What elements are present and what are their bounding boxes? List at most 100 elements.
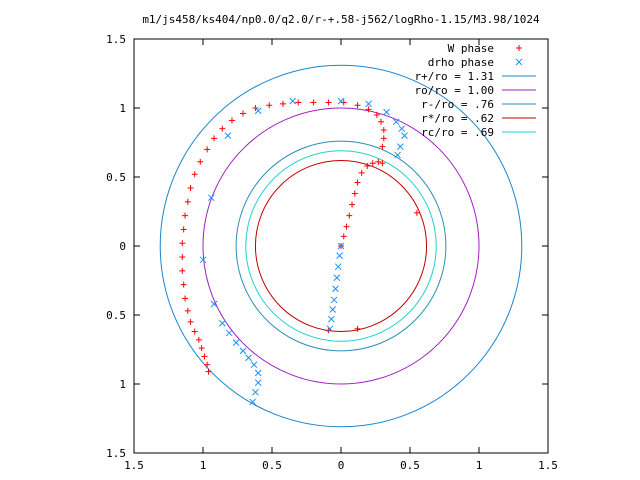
legend-label: ro/ro = 1.00 (415, 84, 494, 97)
circle-5 (245, 150, 437, 342)
chart-title: m1/js458/ks404/np0.0/q2.0/r-+.58-j562/lo… (142, 13, 540, 26)
series-2-point-15 (254, 107, 262, 115)
series-1-point-42 (375, 158, 382, 165)
series-2-point-9 (225, 329, 233, 337)
series-1-point-21 (211, 135, 218, 142)
series-2-point-31 (329, 306, 337, 313)
series-1-point-29 (310, 99, 317, 106)
series-2-point-24 (394, 151, 401, 159)
series-1-point-40 (354, 325, 361, 332)
series-2-point-6 (245, 354, 252, 362)
series-1-point-32 (354, 102, 361, 109)
x-tick-label: 1.5 (124, 459, 144, 472)
series-1-point-2 (204, 361, 211, 368)
series-2-point-12 (199, 256, 207, 264)
series-2-point-7 (239, 347, 247, 355)
x-tick-label: 0.5 (262, 459, 282, 472)
series-1-point-38 (379, 143, 386, 150)
series-2-point-22 (401, 132, 408, 139)
series-1-point-50 (354, 179, 361, 186)
series-1-point-24 (240, 110, 247, 117)
series-1-point-14 (180, 226, 187, 233)
y-tick-label: 1.5 (106, 33, 126, 46)
series-1-point-7 (187, 318, 194, 325)
series-1-point-12 (179, 254, 186, 261)
series-1-point-19 (197, 158, 204, 165)
series-2-point-29 (332, 285, 339, 293)
series-1-point-28 (295, 99, 302, 106)
series-1-point-9 (182, 295, 189, 302)
series-1-point-16 (184, 198, 191, 205)
series-1-point-1 (205, 368, 212, 375)
series-2-point-23 (396, 143, 404, 150)
series-2-point-11 (210, 300, 218, 308)
legend-label: drho phase (428, 56, 494, 69)
legend-label: r*/ro = .62 (421, 112, 494, 125)
series-2-point-5 (250, 361, 258, 369)
series-2-point-30 (330, 296, 338, 304)
axis-ticks: 1.5 1 0.5 0 0.5 1 1.51.510.500.511.5 (106, 33, 558, 472)
legend-marker-sample (516, 45, 522, 51)
series-1-point-10 (180, 281, 187, 288)
series-1-point-43 (413, 209, 420, 216)
series-1-point-27 (280, 100, 287, 107)
series-1-point-20 (204, 146, 211, 153)
series-2-point-25 (337, 242, 345, 250)
x-tick-label: 1 (200, 459, 207, 472)
y-tick-label: 1 (119, 378, 126, 391)
series-1-point-45 (340, 233, 347, 240)
x-tick-label: 0 (338, 459, 345, 472)
series-1-point-30 (325, 99, 332, 106)
series-1-point-23 (228, 117, 235, 124)
series-1-point-34 (373, 111, 380, 118)
legend-label: r-/ro = .76 (421, 98, 494, 111)
series-2-point-2 (252, 388, 259, 396)
y-tick-label: 0.5 (106, 309, 126, 322)
series-1-point-35 (378, 118, 385, 125)
series-2-point-26 (336, 252, 343, 260)
series-2-point-18 (365, 100, 372, 108)
series-2-point-3 (254, 379, 262, 386)
series-2-point-10 (218, 319, 226, 327)
circle-3 (235, 140, 447, 352)
data-points (179, 97, 420, 406)
series-1-point-53 (369, 160, 376, 167)
series-1-point-47 (346, 212, 353, 219)
series-1-point-52 (364, 162, 371, 169)
series-1-point-46 (343, 223, 350, 230)
series-2-point-21 (398, 125, 406, 133)
y-tick-label: 1.5 (106, 447, 126, 460)
series-1-point-4 (198, 345, 205, 352)
series-1-point-22 (219, 125, 226, 132)
series-1-point-26 (266, 102, 273, 109)
circle-4 (254, 159, 428, 333)
series-1-point-36 (380, 127, 387, 134)
series-2-point-14 (224, 132, 232, 139)
legend-label: W phase (448, 42, 494, 55)
series-1-point-37 (380, 135, 387, 142)
series-2-point-1 (249, 398, 257, 406)
series-2-point-32 (327, 315, 335, 323)
circle-1 (159, 64, 523, 428)
series-2-point-33 (326, 325, 334, 333)
series-1-point-3 (201, 353, 208, 360)
series-2-point-19 (383, 108, 390, 116)
series-1-point-13 (179, 240, 186, 247)
circle-2 (202, 107, 480, 385)
series-2-point-20 (392, 118, 400, 126)
legend-label: r+/ro = 1.31 (415, 70, 494, 83)
legend-marker-sample (515, 58, 523, 66)
series-1-point-17 (187, 185, 194, 192)
x-tick-label: 1 (476, 459, 483, 472)
series-1-point-41 (379, 160, 386, 167)
x-tick-label: 0.5 (400, 459, 420, 472)
series-2-point-27 (334, 263, 342, 271)
y-tick-label: 0 (119, 240, 126, 253)
series-1-point-15 (182, 212, 189, 219)
series-1-point-33 (365, 106, 372, 113)
legend-label: rc/ro = .69 (421, 126, 494, 139)
series-1-point-8 (184, 307, 191, 314)
series-2-point-13 (207, 194, 215, 202)
